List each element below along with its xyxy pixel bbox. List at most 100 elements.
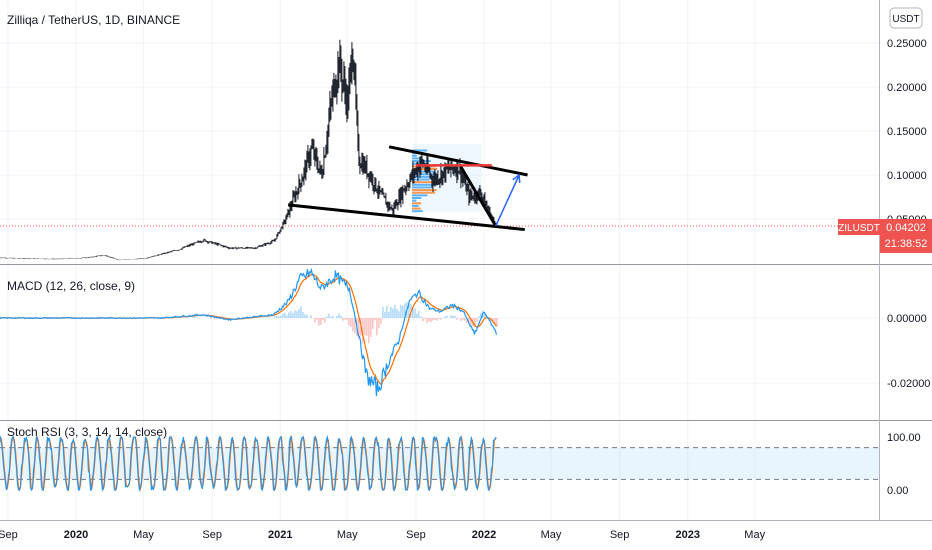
- volume-profile-bar: [412, 178, 430, 181]
- time-tick-label: Sep: [406, 529, 426, 541]
- volume-profile-bar: [412, 183, 438, 186]
- macd-histogram-bar: [338, 313, 340, 318]
- macd-histogram-bar: [304, 314, 306, 318]
- macd-histogram-bar: [292, 312, 294, 318]
- macd-histogram-bar: [470, 318, 472, 326]
- macd-histogram-bar: [408, 302, 410, 318]
- macd-histogram-bar: [290, 310, 292, 318]
- macd-histogram-bar: [322, 318, 324, 320]
- macd-histogram-bar: [276, 316, 278, 318]
- time-axis[interactable]: Sep 2020 May Sep 2021 May Sep 2022 May Sep 2023 May: [0, 529, 766, 541]
- macd-histogram-bar: [318, 318, 320, 326]
- macd-histogram-bar: [302, 311, 304, 318]
- macd-histogram-bar: [402, 305, 404, 318]
- macd-histogram-bar: [330, 316, 332, 318]
- macd-histogram-bar: [354, 318, 356, 334]
- macd-histogram-bar: [464, 318, 466, 321]
- trend-drawings[interactable]: [287, 145, 528, 232]
- volume-profile-bar: [412, 194, 428, 197]
- macd-histogram-bar: [396, 308, 398, 318]
- trend-line-1: [388, 145, 528, 177]
- macd-histogram-bar: [450, 315, 452, 318]
- price-axis[interactable]: 0.250000.200000.150000.100000.050000.000…: [887, 38, 930, 497]
- trend-line-0: [287, 203, 525, 232]
- macd-histogram-bar: [424, 318, 426, 319]
- macd-legend: MACD (12, 26, close, 9): [7, 279, 135, 293]
- volume-profile-bar: [412, 210, 423, 213]
- macd-histogram-bar: [268, 316, 270, 318]
- macd-histogram-bar: [384, 311, 386, 318]
- currency-button[interactable]: USDT: [889, 7, 923, 29]
- macd-histogram-bar: [320, 318, 322, 325]
- macd-histogram-bar: [358, 318, 360, 340]
- macd-histogram-bar: [456, 318, 458, 320]
- macd-histogram-bar: [418, 310, 420, 318]
- macd-histogram-bar: [238, 317, 240, 318]
- price-tag-countdown: 21:38:52: [885, 238, 928, 250]
- macd-histogram-bar: [298, 309, 300, 318]
- volume-profile-bar: [412, 170, 436, 173]
- macd-histogram-bar: [398, 311, 400, 318]
- macd-histogram-bar: [388, 311, 390, 318]
- macd-histogram-bar: [444, 316, 446, 318]
- volume-profile-bar: [412, 175, 437, 178]
- macd-histogram-bar: [484, 311, 486, 318]
- macd-histogram-bar: [192, 317, 194, 318]
- macd-histogram-bar: [452, 315, 454, 318]
- macd-histogram-bar: [386, 305, 388, 318]
- macd-histogram-bar: [426, 318, 428, 324]
- macd-histogram-bar: [282, 313, 284, 318]
- macd-histogram-bar: [348, 318, 350, 326]
- macd-histogram-bar: [430, 318, 432, 323]
- stoch-tick-label: 0.00: [887, 485, 908, 497]
- volume-profile-bar: [412, 202, 422, 205]
- macd-histogram-bar: [378, 318, 380, 329]
- macd-histogram-bar: [492, 318, 494, 323]
- volume-profile-bar: [412, 204, 419, 207]
- macd-histogram-bar: [382, 306, 384, 318]
- macd-histogram-bar: [376, 318, 378, 336]
- stoch-k-line: [0, 434, 497, 492]
- macd-histogram-bar: [380, 318, 382, 324]
- macd-histogram-bar: [440, 318, 442, 320]
- macd-histogram-bar: [280, 315, 282, 318]
- macd-histogram-bar: [394, 304, 396, 318]
- volume-profile-bar: [412, 189, 437, 192]
- macd-histogram-bar: [454, 316, 456, 318]
- macd-histogram-bar: [436, 318, 438, 321]
- volume-profile-bar: [412, 191, 436, 194]
- macd-histogram-bar: [390, 306, 392, 318]
- price-tag-symbol: ZILUSDT: [838, 223, 880, 234]
- time-tick-label: Sep: [0, 529, 18, 541]
- macd-histogram-bar: [350, 318, 352, 328]
- macd-histogram-bar: [478, 316, 480, 318]
- macd-histogram-bar: [414, 308, 416, 318]
- macd-histogram-bar: [404, 303, 406, 318]
- macd-histogram-bar: [494, 318, 496, 325]
- macd-histogram-bar: [288, 312, 290, 318]
- macd-histogram-bar: [480, 312, 482, 318]
- volume-profile-bar: [412, 173, 435, 176]
- stoch-tick-label: 100.00: [887, 432, 921, 444]
- macd-histogram-bar: [306, 314, 308, 318]
- macd-histogram-bar: [374, 318, 376, 321]
- time-tick-label: May: [744, 529, 765, 541]
- macd-histogram-bar: [476, 318, 478, 322]
- volume-profile-bar: [412, 181, 437, 184]
- projection-arrow-line: [495, 174, 520, 227]
- time-tick-label: May: [133, 529, 154, 541]
- macd-histogram-bar: [336, 315, 338, 318]
- macd-histogram-bar: [460, 318, 462, 321]
- macd-histogram-bar: [434, 318, 436, 320]
- macd-histogram-bar: [462, 318, 464, 321]
- volume-profile-bar: [412, 157, 422, 160]
- macd-histogram-bar: [216, 318, 218, 319]
- macd-histogram-bar: [392, 308, 394, 318]
- time-tick-label: 2021: [268, 529, 292, 541]
- stoch-rsi-legend: Stoch RSI (3, 3, 14, 14, close): [7, 425, 167, 439]
- macd-histogram-bar: [296, 311, 298, 318]
- macd-histogram-bar: [346, 318, 348, 320]
- macd-tick-label: 0.00000: [887, 313, 927, 325]
- currency-label: USDT: [892, 14, 919, 25]
